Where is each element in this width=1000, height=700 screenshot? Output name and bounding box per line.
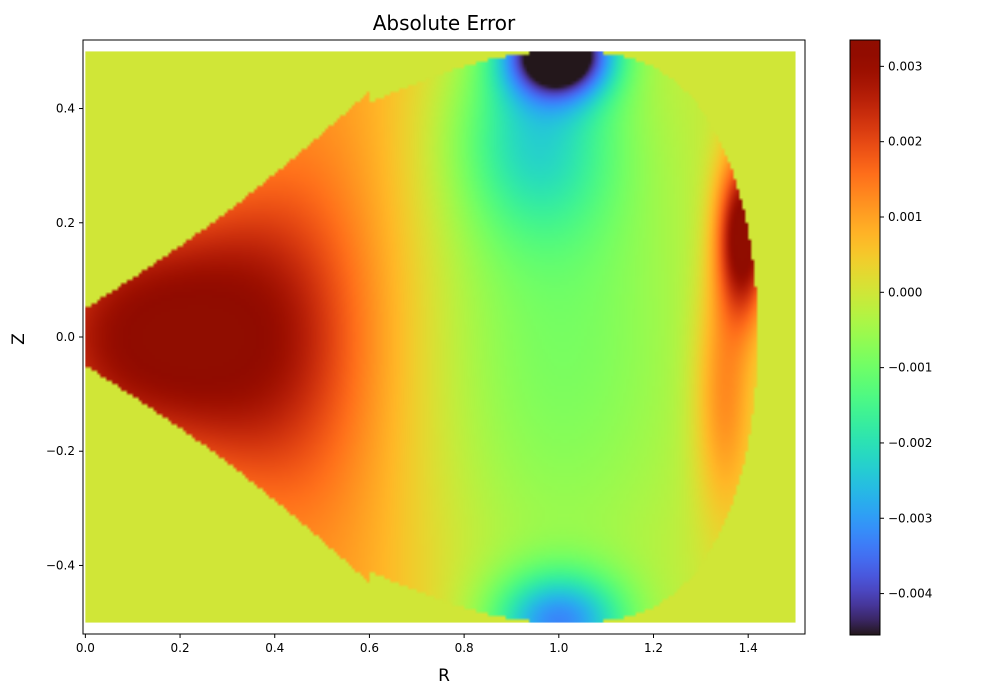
x-tick-label: 0.8: [455, 641, 474, 655]
x-tick-label: 0.4: [265, 641, 284, 655]
y-axis-ticks: −0.4 −0.2 0.0 0.2 0.4: [46, 102, 83, 572]
x-axis-ticks: 0.0 0.2 0.4 0.6 0.8 1.0 1.2 1.4: [76, 634, 758, 655]
colorbar: −0.004 −0.003 −0.002 −0.001 0.000 0.001 0.002 0…: [849, 39, 932, 636]
x-tick-label: 0.6: [360, 641, 379, 655]
y-tick-label: −0.2: [46, 444, 75, 458]
x-tick-label: 0.2: [171, 641, 190, 655]
y-tick-label: −0.4: [46, 558, 75, 572]
colorbar-tick-label: 0.001: [888, 210, 922, 224]
heatmap-image: [85, 51, 796, 623]
colorbar-tick-label: −0.001: [888, 361, 932, 375]
x-tick-label: 1.2: [644, 641, 663, 655]
colorbar-tick-label: −0.003: [888, 511, 932, 525]
colorbar-tick-label: −0.002: [888, 436, 932, 450]
y-axis-title: Z: [9, 333, 29, 345]
y-tick-label: 0.2: [56, 216, 75, 230]
colorbar-tick-label: 0.002: [888, 135, 922, 149]
x-axis-title: R: [438, 666, 450, 686]
colorbar-ticks: −0.004 −0.003 −0.002 −0.001 0.000 0.001 0.002 0…: [880, 59, 932, 601]
y-tick-label: 0.0: [56, 330, 75, 344]
chart-title: Absolute Error: [373, 11, 516, 35]
y-tick-label: 0.4: [56, 102, 75, 116]
colorbar-tick-label: 0.000: [888, 285, 922, 299]
x-tick-label: 1.4: [739, 641, 758, 655]
colorbar-gradient: [850, 40, 880, 635]
x-tick-label: 0.0: [76, 641, 95, 655]
colorbar-tick-label: −0.004: [888, 587, 932, 601]
colorbar-frame: [849, 39, 881, 636]
heatmap-area: [85, 51, 796, 623]
x-tick-label: 1.0: [549, 641, 568, 655]
colorbar-tick-label: 0.003: [888, 59, 922, 73]
